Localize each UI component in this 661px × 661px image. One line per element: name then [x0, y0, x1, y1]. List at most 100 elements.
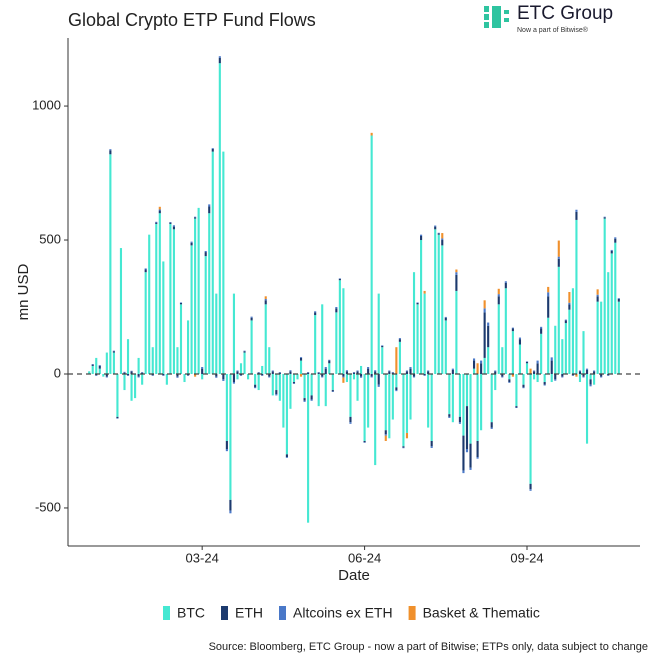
legend-swatch — [221, 606, 228, 620]
bar — [352, 372, 356, 373]
bar — [374, 373, 377, 466]
bar — [321, 304, 324, 374]
bar — [151, 375, 154, 376]
bar — [317, 372, 320, 373]
bar — [141, 372, 144, 373]
bar — [423, 375, 426, 376]
bar — [381, 345, 384, 348]
bar — [186, 375, 190, 376]
bar — [585, 369, 589, 374]
bar — [165, 373, 168, 385]
bar — [568, 302, 571, 305]
bar — [384, 435, 387, 441]
bar — [130, 371, 133, 374]
bar — [472, 360, 476, 369]
bar — [144, 268, 147, 270]
bar — [547, 292, 550, 297]
bar — [112, 350, 115, 352]
bar — [381, 345, 384, 346]
bar — [444, 317, 447, 321]
bar — [261, 375, 264, 376]
bar — [391, 372, 394, 373]
bar — [303, 400, 306, 402]
bar — [420, 240, 423, 374]
bar — [335, 307, 338, 309]
bar — [292, 373, 296, 383]
bar — [395, 390, 398, 392]
bar — [349, 422, 352, 424]
bar — [402, 446, 405, 448]
bar — [554, 373, 557, 380]
bar — [561, 376, 564, 378]
bar — [183, 373, 186, 383]
bar — [525, 361, 529, 362]
bar — [437, 233, 440, 235]
bar — [158, 209, 161, 211]
bar — [420, 236, 423, 241]
x-tick-label: 03-24 — [186, 550, 219, 565]
bar — [589, 373, 592, 380]
bar — [617, 298, 620, 302]
bar — [324, 368, 327, 374]
bar — [331, 391, 334, 392]
bar — [458, 373, 461, 417]
bar — [229, 373, 232, 500]
bar — [480, 363, 483, 374]
bar — [483, 357, 486, 374]
bar — [360, 365, 363, 374]
bar — [211, 148, 214, 152]
bar — [130, 370, 133, 372]
bar — [148, 234, 151, 374]
bar — [356, 373, 359, 401]
bar — [448, 414, 451, 417]
bar — [141, 372, 144, 374]
bar — [476, 373, 479, 441]
bar — [289, 371, 292, 374]
bar — [540, 333, 543, 374]
bar — [324, 367, 327, 369]
bar — [215, 293, 218, 374]
legend-swatch — [408, 606, 416, 620]
bar — [487, 322, 490, 326]
bar — [172, 226, 175, 230]
bar — [603, 218, 606, 374]
bar — [91, 365, 94, 374]
bar — [116, 418, 119, 419]
bar — [395, 387, 398, 391]
bar — [285, 457, 288, 458]
bar — [342, 376, 345, 378]
bar — [352, 373, 356, 380]
bar — [575, 219, 578, 374]
bar — [95, 357, 98, 374]
bar — [547, 296, 550, 318]
bar — [596, 294, 599, 297]
bar — [289, 370, 292, 372]
bar — [578, 370, 582, 372]
bar — [314, 311, 317, 313]
logo-block — [492, 6, 501, 28]
bar — [264, 300, 267, 305]
bar — [610, 253, 613, 374]
bar — [98, 365, 101, 369]
bar — [451, 368, 454, 370]
bar — [194, 373, 197, 377]
bar — [557, 240, 560, 257]
bar — [314, 312, 317, 316]
bar — [144, 272, 147, 374]
bar — [469, 443, 472, 468]
bar — [437, 232, 440, 234]
bar — [600, 301, 603, 374]
bar — [441, 240, 444, 246]
bar — [201, 373, 204, 380]
bar — [155, 223, 158, 374]
bar — [271, 371, 274, 374]
legend-swatch — [163, 606, 170, 620]
bar — [254, 384, 257, 388]
bar — [515, 373, 518, 407]
bar — [261, 365, 264, 374]
bar — [610, 249, 613, 251]
bar — [582, 373, 585, 377]
bar — [116, 416, 119, 419]
bar — [172, 225, 175, 227]
